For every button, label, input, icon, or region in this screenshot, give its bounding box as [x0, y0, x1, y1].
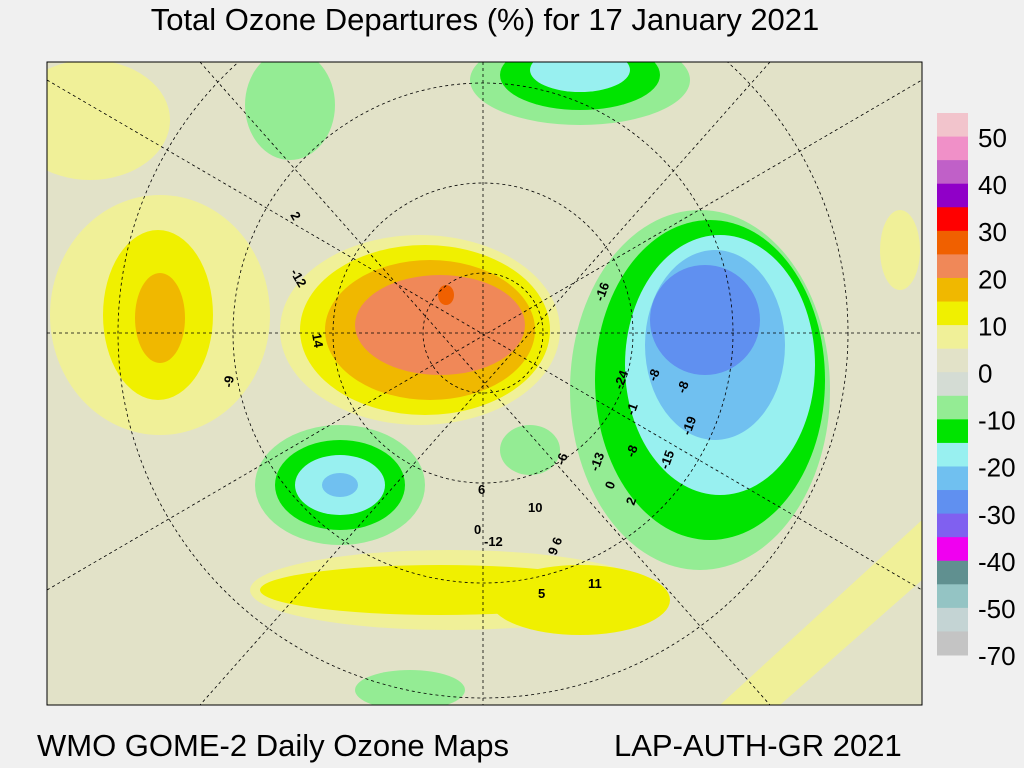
colorbar-cell [937, 395, 968, 420]
colorbar-cell [937, 607, 968, 632]
colorbar-label: -30 [978, 500, 1016, 530]
contour-label: 0 [474, 522, 481, 537]
colorbar-label: -20 [978, 453, 1016, 483]
contour-label: -8 [674, 379, 692, 395]
contour-label: 6 [549, 535, 566, 547]
title: Total Ozone Departures (%) for 17 Januar… [150, 2, 820, 37]
colorbar-label: -70 [978, 641, 1016, 671]
colorbar-cell [937, 160, 968, 185]
contour-label: 5 [538, 586, 545, 601]
colorbar-cell [937, 183, 968, 208]
colorbar-label: -10 [978, 406, 1016, 436]
contour-label: -1 [623, 401, 641, 417]
colorbar-cell [937, 466, 968, 491]
contour-label: 6 [478, 482, 485, 497]
colorbar-label: 10 [978, 311, 1007, 341]
contour-label: -8 [645, 367, 663, 383]
contour-label: 2 [623, 495, 640, 507]
map-field [47, 62, 922, 705]
contour-label: 14 [309, 332, 326, 350]
colorbar-cell [937, 490, 968, 515]
colorbar-cell [937, 442, 968, 467]
colorbar-cell [937, 136, 968, 161]
colorbar-cell [937, 537, 968, 562]
colorbar-cell [937, 584, 968, 609]
colorbar-cell [937, 513, 968, 538]
contour-label: -24 [611, 368, 632, 392]
colorbar-cell [937, 325, 968, 350]
colorbar-cell [937, 207, 968, 232]
colorbar-cell [937, 560, 968, 585]
contour-label: -12 [484, 534, 503, 549]
colorbar-cell [937, 301, 968, 326]
contour-label: -16 [592, 280, 613, 303]
contour-label: 10 [528, 500, 542, 515]
colorbar-label: 40 [978, 170, 1007, 200]
colorbar-label: 0 [978, 359, 992, 389]
contour-label: 11 [588, 576, 602, 591]
contour-label: -6 [553, 451, 571, 467]
colorbar-label: 30 [978, 217, 1007, 247]
footer-left: WMO GOME-2 Daily Ozone Maps [37, 728, 509, 763]
colorbar-label: -50 [978, 594, 1016, 624]
colorbar-cell [937, 113, 968, 138]
colorbar-label: 20 [978, 264, 1007, 294]
contour-label: -15 [657, 448, 678, 471]
colorbar-label: 50 [978, 123, 1007, 153]
colorbar-cell [937, 348, 968, 373]
colorbar-cell [937, 419, 968, 444]
footer-right: LAP-AUTH-GR 2021 [614, 728, 902, 763]
contour-label: -19 [679, 414, 700, 437]
contour-label: -9 [220, 375, 237, 389]
colorbar-cell [937, 254, 968, 279]
colorbar-cell [937, 230, 968, 255]
colorbar-cell [937, 277, 968, 303]
colorbar-cell [937, 631, 968, 656]
colorbar-label: -40 [978, 547, 1016, 577]
map-frame [46, 61, 923, 706]
contour-label: -8 [623, 443, 641, 459]
contour-label: 0 [602, 479, 619, 491]
contour-label: -13 [587, 450, 608, 473]
colorbar-cell [937, 372, 968, 397]
contour-label: 9 [545, 545, 562, 557]
